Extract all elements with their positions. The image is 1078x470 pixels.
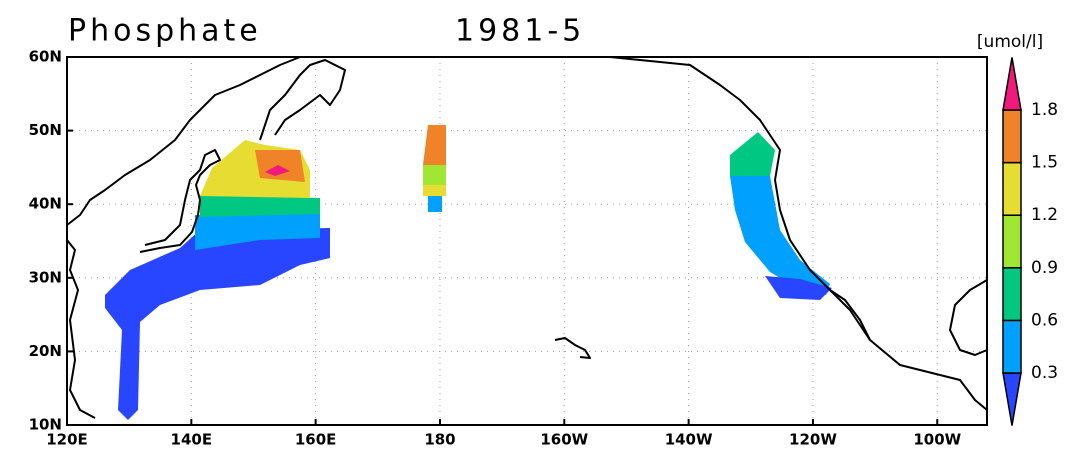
- y-tick-label: 20N: [29, 342, 62, 360]
- colorbar-box: [1002, 267, 1022, 322]
- coast-asia: [66, 56, 301, 226]
- x-tick-label: 160E: [295, 431, 337, 449]
- colorbar: 0.3 0.6 0.9 1.2 1.5 1.8: [1002, 57, 1058, 426]
- concentration-area: [730, 132, 775, 176]
- x-tick-label: 100W: [913, 431, 961, 449]
- coast-kamchatka: [259, 59, 346, 141]
- colorbar-level-label: 1.8: [1031, 100, 1058, 120]
- concentration-area: [428, 196, 442, 212]
- concentration-area: [195, 210, 320, 250]
- colorbar-high-arrow: [1002, 57, 1022, 111]
- concentration-area: [730, 176, 830, 295]
- concentration-area: [423, 185, 446, 196]
- y-tick-label: 40N: [29, 195, 62, 213]
- y-tick-label: 60N: [29, 48, 62, 66]
- data-fields: [105, 125, 832, 420]
- colorbar-level-label: 0.6: [1031, 310, 1058, 330]
- coast-china: [66, 239, 96, 419]
- concentration-area: [765, 276, 832, 300]
- concentration-area: [265, 165, 290, 176]
- coast-gulf: [949, 279, 988, 356]
- concentration-area: [423, 125, 446, 165]
- concentration-area: [105, 228, 330, 420]
- coast-japan: [139, 149, 221, 253]
- colorbar-box: [1002, 214, 1022, 269]
- map-title: Phosphate: [68, 14, 262, 49]
- map-period: 1981-5: [455, 14, 585, 49]
- y-tick-label: 50N: [29, 121, 62, 139]
- x-tick-label: 120W: [789, 431, 837, 449]
- coastlines: [66, 56, 988, 419]
- map-frame: [66, 56, 988, 426]
- concentration-area: [200, 195, 320, 217]
- x-tick-label: 140W: [665, 431, 713, 449]
- coast-alaska: [609, 56, 988, 411]
- colorbar-level-label: 1.2: [1031, 205, 1058, 225]
- colorbar-box: [1002, 109, 1022, 164]
- x-tick-label: 160W: [540, 431, 588, 449]
- x-tick-label: 120E: [46, 431, 88, 449]
- coast-hawaii: [554, 337, 591, 359]
- colorbar-low-arrow: [1002, 372, 1022, 426]
- concentration-area: [423, 165, 446, 185]
- y-tick-label: 10N: [29, 416, 62, 434]
- colorbar-box: [1002, 319, 1022, 374]
- x-tick-label: 180: [424, 431, 455, 449]
- colorbar-label: [umol/l]: [977, 32, 1043, 52]
- y-tick-label: 30N: [29, 268, 62, 286]
- x-tick-label: 140E: [171, 431, 213, 449]
- colorbar-level-label: 1.5: [1031, 153, 1058, 173]
- colorbar-level-label: 0.9: [1031, 258, 1058, 278]
- coast-baja: [829, 289, 871, 341]
- colorbar-box: [1002, 161, 1022, 216]
- colorbar-level-label: 0.3: [1031, 363, 1058, 383]
